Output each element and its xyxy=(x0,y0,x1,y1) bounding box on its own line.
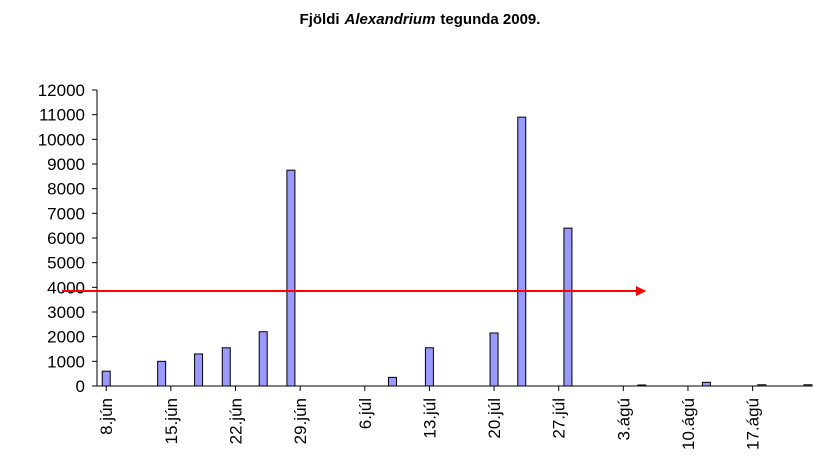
y-tick-label: 12000 xyxy=(38,81,85,100)
y-tick-label: 0 xyxy=(76,377,85,396)
title-part: tegunda 2009. xyxy=(440,11,540,28)
y-tick-label: 4000 xyxy=(47,278,85,297)
y-tick-label: 7000 xyxy=(47,204,85,223)
y-tick-label: 1000 xyxy=(47,352,85,371)
x-tick-label: 3.ágú xyxy=(614,398,633,441)
x-tick-label: 13.júl xyxy=(420,398,439,439)
x-tick-label: 22.jún xyxy=(227,398,246,444)
bar xyxy=(221,347,231,387)
bar xyxy=(637,384,647,387)
title-part: Fjöldi xyxy=(300,11,340,28)
bar xyxy=(101,370,111,387)
y-tick-label: 6000 xyxy=(47,229,85,248)
x-tick-label: 29.jún xyxy=(291,398,310,444)
y-tick-label: 5000 xyxy=(47,254,85,273)
bar xyxy=(489,332,499,387)
title-part: Alexandrium xyxy=(344,11,436,28)
x-tick-label: 20.júl xyxy=(485,398,504,439)
y-tick-label: 3000 xyxy=(47,303,85,322)
x-tick-label: 10.ágú xyxy=(679,398,698,450)
bar xyxy=(757,384,767,387)
x-tick-label: 27.júl xyxy=(550,398,569,439)
y-tick-label: 11000 xyxy=(39,106,85,125)
x-tick-label: 6.júl xyxy=(356,398,375,429)
x-tick-label: 15.jún xyxy=(162,398,181,444)
bar xyxy=(517,116,527,387)
bar xyxy=(563,227,573,387)
y-tick-label: 10000 xyxy=(38,130,85,149)
bar xyxy=(157,360,167,387)
bar xyxy=(803,384,813,387)
x-tick-label: 8.jún xyxy=(97,398,116,435)
chart-title: Fjöldi Alexandrium tegunda 2009. xyxy=(300,11,541,28)
y-tick-label: 2000 xyxy=(47,328,85,347)
bar xyxy=(387,376,397,387)
bar xyxy=(424,347,434,387)
y-tick-label: 9000 xyxy=(47,155,85,174)
bar xyxy=(286,169,296,387)
x-tick-label: 17.ágú xyxy=(744,398,763,450)
bar xyxy=(194,353,204,387)
y-tick-label: 8000 xyxy=(47,180,85,199)
bar xyxy=(258,331,268,387)
bar xyxy=(701,381,711,387)
